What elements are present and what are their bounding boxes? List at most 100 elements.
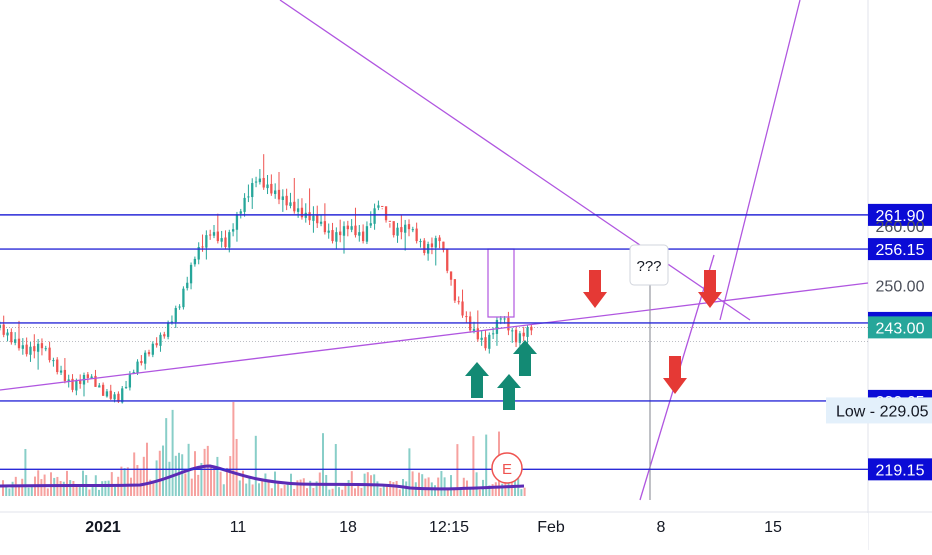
volume-bar — [210, 467, 212, 496]
up-arrow-shape — [465, 362, 489, 398]
candle-body — [25, 344, 28, 355]
candle-body — [400, 227, 403, 233]
candle-body — [197, 247, 200, 260]
volume-bar — [427, 477, 430, 496]
annotations[interactable]: ??? E — [465, 244, 722, 484]
volume-bar — [277, 481, 280, 496]
price-tick-label: 250.00 — [876, 279, 925, 296]
candle-body — [377, 205, 380, 208]
candle-body — [105, 391, 109, 397]
volume-bar — [475, 472, 478, 496]
candle-body — [0, 325, 2, 328]
volume-bar — [184, 473, 187, 496]
candle-body — [430, 243, 434, 248]
volume-bar — [472, 436, 475, 496]
candle-body — [415, 228, 418, 242]
candle-body — [308, 212, 311, 221]
candle-body — [499, 318, 502, 320]
candle-body — [14, 339, 17, 343]
candle-body — [159, 334, 162, 346]
candle-body — [361, 231, 365, 242]
volume-bar — [133, 452, 136, 496]
volume-bar — [264, 473, 267, 496]
candle-body — [484, 337, 487, 349]
volume-bar — [379, 487, 382, 496]
candle-body — [193, 258, 197, 265]
volume-bar — [309, 480, 312, 496]
candle-body — [59, 370, 63, 373]
time-tick-label: Feb — [537, 519, 565, 536]
trendlines[interactable] — [0, 0, 869, 501]
volume-bar — [126, 467, 129, 496]
candle-body — [507, 317, 510, 331]
candle-body — [300, 207, 304, 218]
candle-body — [121, 388, 124, 403]
volume-bar — [120, 466, 123, 496]
rising-support-line — [0, 282, 869, 391]
down-arrow-2 — [698, 270, 722, 308]
candle-body — [262, 177, 265, 188]
up-arrow-1 — [465, 362, 489, 398]
candle-body — [373, 208, 376, 224]
candle-body — [266, 184, 269, 189]
volume-bar — [354, 488, 356, 496]
volume-bar — [296, 480, 299, 496]
volume-bar — [254, 435, 257, 496]
horizontal-levels[interactable]: 261.90256.15243.75230.65219.15243.00Low … — [0, 203, 932, 481]
candle-body — [312, 215, 315, 221]
level-label-box — [868, 203, 932, 226]
candle-body — [243, 197, 246, 212]
volume-bar — [258, 483, 260, 496]
volume-bar — [299, 479, 302, 496]
volume-bar — [235, 438, 238, 496]
candle-body — [449, 271, 453, 280]
volume-bar — [392, 482, 395, 496]
candle-body — [21, 345, 24, 349]
down-arrow-shape — [583, 270, 607, 308]
volume-bar — [267, 479, 270, 496]
candle-body — [163, 334, 166, 337]
candle-body — [186, 282, 189, 289]
volume-bar — [72, 480, 75, 496]
volume-bar — [46, 488, 49, 496]
candle-body — [369, 223, 372, 226]
candle-body — [442, 241, 445, 250]
question-callout-text: ??? — [636, 258, 661, 275]
candle-body — [503, 318, 506, 320]
volume-bar — [24, 448, 27, 496]
volume-moving-average — [0, 464, 525, 491]
candle-body — [411, 229, 414, 231]
volume-bar — [238, 480, 241, 496]
volume-bar — [229, 456, 232, 496]
volume-bar — [152, 481, 155, 496]
candle-body — [205, 235, 208, 248]
low-marker-box — [826, 397, 932, 424]
candle-body — [289, 202, 292, 206]
volume-bar — [491, 484, 494, 496]
candlestick-series — [0, 154, 533, 404]
candle-body — [189, 264, 193, 284]
steep-trendline-b — [719, 0, 801, 321]
volume-bar — [411, 471, 414, 496]
volume-bar — [168, 461, 171, 496]
volume-bar — [165, 418, 168, 496]
last-price-label-box — [868, 316, 932, 339]
time-axis-background — [0, 513, 868, 550]
candle-body — [522, 332, 525, 337]
candle-body — [296, 208, 300, 212]
volume-bar — [139, 468, 142, 496]
volume-bar — [357, 483, 360, 496]
up-arrow-2 — [497, 374, 521, 410]
volume-bar — [123, 468, 126, 496]
candle-body — [381, 205, 384, 207]
volume-bar — [523, 487, 526, 496]
candle-body — [79, 380, 82, 384]
candle-body — [52, 360, 55, 362]
candle-body — [220, 238, 223, 242]
candle-body — [147, 352, 151, 355]
candle-body — [285, 195, 288, 206]
volume-bar — [66, 470, 68, 496]
candle-body — [258, 178, 262, 183]
volume-bar — [389, 480, 392, 496]
